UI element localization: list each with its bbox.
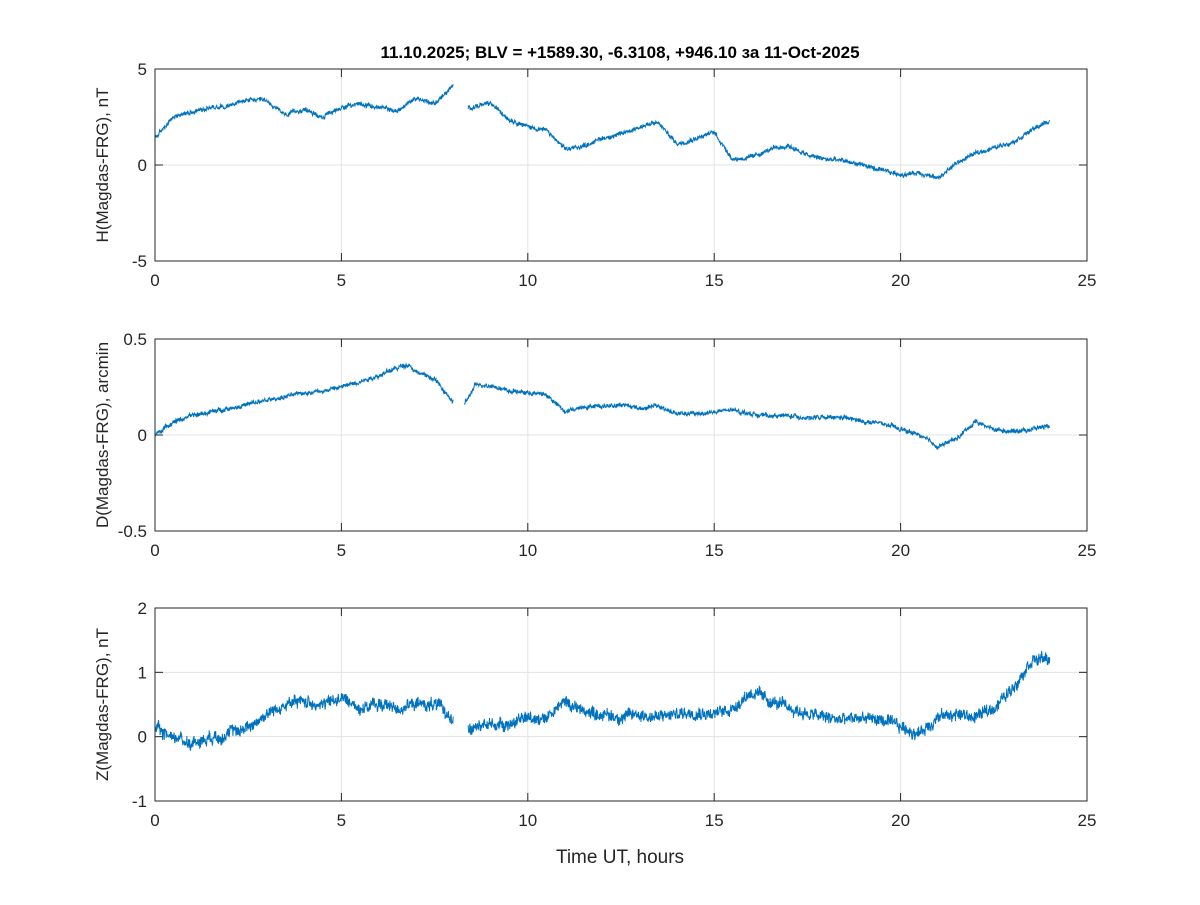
x-tick-label: 25 [1078, 271, 1097, 290]
series-line-h-2 [467, 100, 1051, 181]
y-axis-label-h: H(Magdas-FRG), nT [93, 88, 112, 243]
y-tick-label: -0.5 [118, 522, 147, 541]
x-tick-label: 25 [1078, 811, 1097, 830]
y-tick-label: -5 [132, 252, 147, 271]
figure-title: 11.10.2025; BLV = +1589.30, -6.3108, +94… [380, 43, 859, 62]
x-tick-label: 0 [150, 541, 159, 560]
y-tick-label: 2 [138, 599, 147, 618]
series-line-d-1 [154, 362, 454, 437]
y-tick-label: 5 [138, 60, 147, 79]
x-tick-label: 25 [1078, 541, 1097, 560]
x-axis-label: Time UT, hours [556, 847, 684, 868]
x-tick-label: 20 [891, 271, 910, 290]
series-line-d-2 [463, 381, 1051, 451]
x-tick-label: 5 [337, 811, 346, 830]
x-tick-label: 5 [337, 541, 346, 560]
x-tick-label: 20 [891, 541, 910, 560]
y-tick-label: 0 [138, 156, 147, 175]
x-tick-label: 20 [891, 811, 910, 830]
x-tick-label: 5 [337, 271, 346, 290]
y-axis-label-d: D(Magdas-FRG), arcmin [93, 342, 112, 528]
panel-d: 0 5 10 15 20 250.50-0.5D(Magdas-FRG), arcmin [93, 330, 1096, 560]
x-tick-label: 10 [518, 541, 537, 560]
x-tick-label: 0 [150, 811, 159, 830]
series-line-z-1 [154, 693, 454, 751]
x-tick-label: 15 [705, 271, 724, 290]
axes-frame-h [154, 68, 1088, 262]
x-tick-label: 0 [150, 271, 159, 290]
axes-frame-z [154, 607, 1088, 802]
y-tick-label: 0.5 [123, 330, 147, 349]
x-tick-label: 10 [518, 271, 537, 290]
y-tick-label: 0 [138, 426, 147, 445]
y-tick-label: 0 [138, 728, 147, 747]
x-tick-label: 15 [705, 811, 724, 830]
series-line-h-1 [154, 83, 454, 139]
y-tick-label: -1 [132, 792, 147, 811]
x-tick-label: 10 [518, 811, 537, 830]
axes-frame-d [154, 338, 1088, 532]
plot-area-z [155, 608, 1087, 801]
y-axis-label-z: Z(Magdas-FRG), nT [93, 628, 112, 781]
y-tick-label: 1 [138, 663, 147, 682]
x-tick-label: 15 [705, 541, 724, 560]
series-line-z-2 [467, 650, 1051, 741]
